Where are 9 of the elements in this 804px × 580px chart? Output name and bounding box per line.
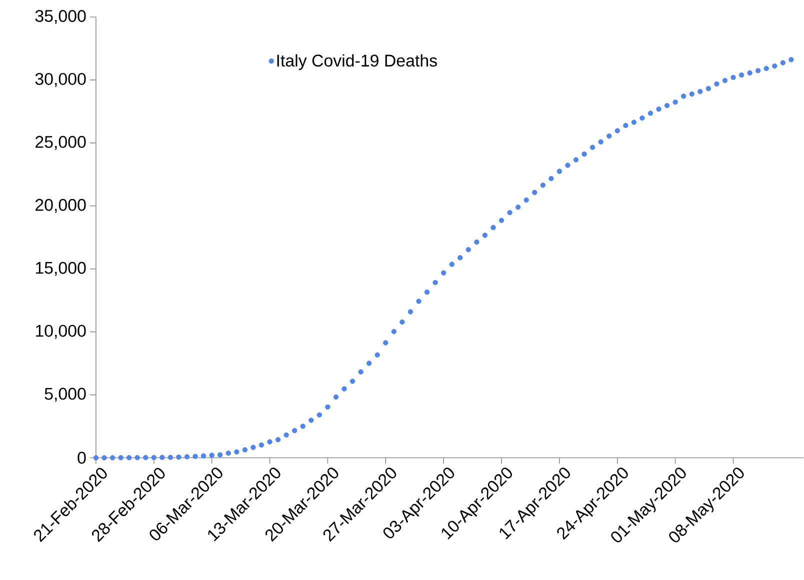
y-tick-label: 35,000 xyxy=(35,10,86,24)
y-tick-label: 30,000 xyxy=(35,73,86,88)
y-tick-label: 10,000 xyxy=(36,324,86,339)
y-tick-label: 25,000 xyxy=(36,136,86,150)
y-tick-label: 0 xyxy=(78,452,86,464)
y-tick-label: 5,000 xyxy=(44,388,86,402)
y-tick-label: 20,000 xyxy=(36,199,86,214)
legend-label: Italy Covid-19 Deaths xyxy=(277,54,437,70)
y-tick-label: 15,000 xyxy=(36,262,86,276)
